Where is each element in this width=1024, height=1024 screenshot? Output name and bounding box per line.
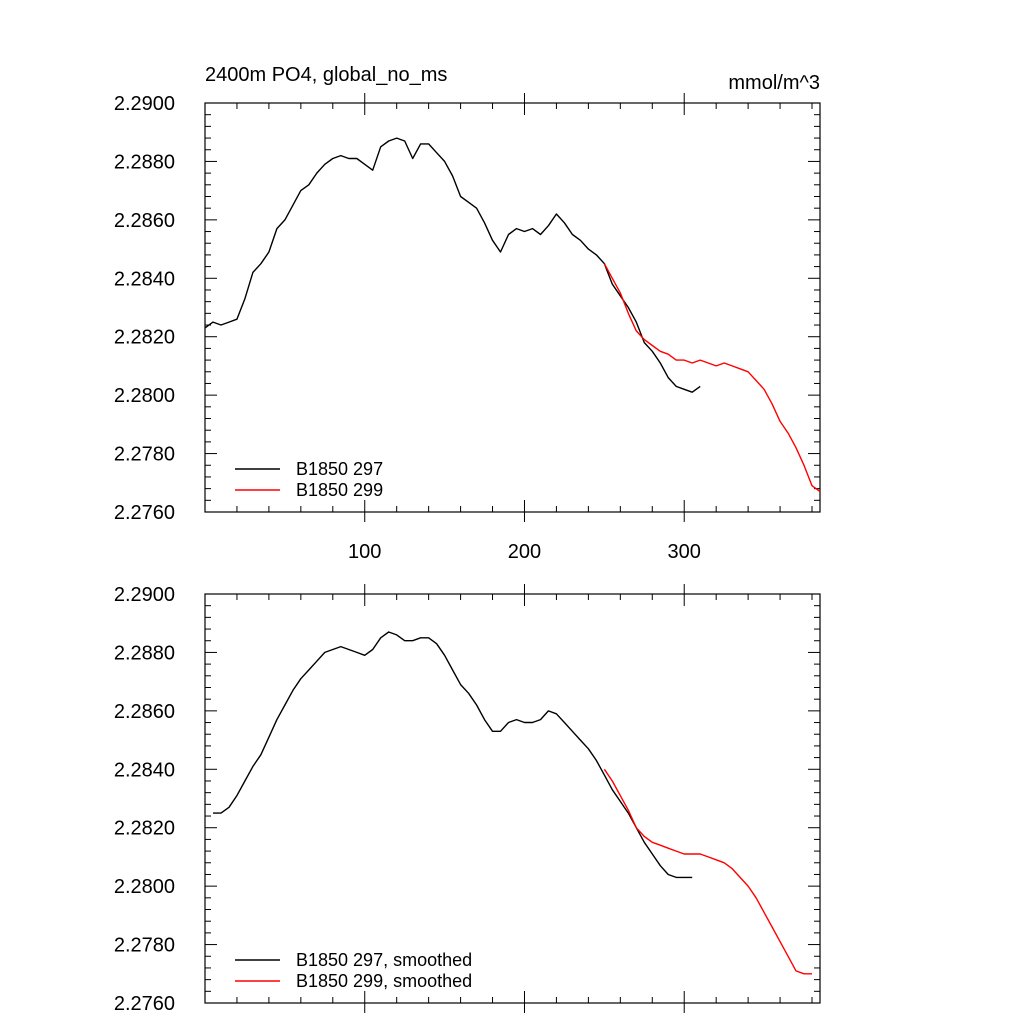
series-line-2 <box>604 769 812 974</box>
series-line-1 <box>205 138 700 392</box>
bottom-panel: 2.2900 2.2880 2.2860 2.2840 2.2820 2.2800 2.27… <box>114 584 820 1015</box>
chart-title: 2400m PO4, global_no_ms <box>205 64 447 86</box>
legend-label: B1850 297, smoothed <box>296 950 472 970</box>
series-line-2 <box>604 264 820 492</box>
y-tick-label: 2.2820 <box>114 818 175 840</box>
y-tick-label: 2.2800 <box>114 385 175 407</box>
y-tick-label: 2.2760 <box>114 993 175 1015</box>
y-tick-label: 2.2840 <box>114 759 175 781</box>
y-tick-label: 2.2780 <box>114 444 175 466</box>
y-tick-label: 2.2860 <box>114 701 175 723</box>
y-tick-label: 2.2900 <box>114 93 175 115</box>
plot-frame <box>205 103 820 512</box>
y-tick-label: 2.2860 <box>114 210 175 232</box>
legend-label: B1850 299 <box>296 480 383 500</box>
y-tick-label: 2.2880 <box>114 151 175 173</box>
chart-canvas: 2.2900 2.2880 2.2860 2.2840 2.2820 2.2800 2.27… <box>0 0 1024 1024</box>
y-tick-label: 2.2800 <box>114 876 175 898</box>
y-tick-label: 2.2900 <box>114 584 175 606</box>
y-tick-label: 2.2820 <box>114 327 175 349</box>
y-tick-label: 2.2880 <box>114 642 175 664</box>
x-tick-label: 300 <box>668 541 701 563</box>
plot-frame <box>205 594 820 1003</box>
y-tick-label: 2.2760 <box>114 502 175 524</box>
legend-label: B1850 299, smoothed <box>296 971 472 991</box>
units-label: mmol/m^3 <box>728 72 820 94</box>
series-line-1 <box>213 632 692 877</box>
y-tick-label: 2.2840 <box>114 268 175 290</box>
top-panel: 2.2900 2.2880 2.2860 2.2840 2.2820 2.2800 2.27… <box>114 64 820 563</box>
y-tick-label: 2.2780 <box>114 935 175 957</box>
x-tick-label: 100 <box>348 541 381 563</box>
x-tick-label: 200 <box>508 541 541 563</box>
legend-label: B1850 297 <box>296 459 383 479</box>
